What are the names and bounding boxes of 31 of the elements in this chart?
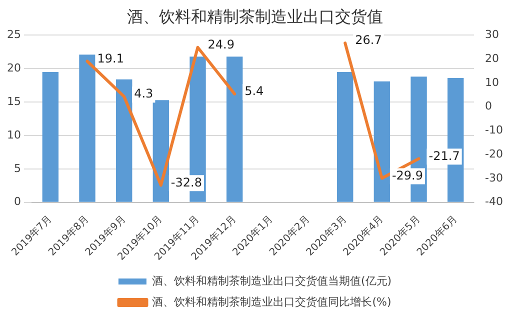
y2-tick-label: -20 bbox=[485, 147, 503, 160]
data-label: 5.4 bbox=[244, 84, 264, 98]
bar bbox=[79, 54, 96, 202]
y2-tick-label: 10 bbox=[485, 76, 500, 89]
y-tick-label: 10 bbox=[6, 128, 21, 142]
y2-tick-label: 0 bbox=[485, 100, 492, 113]
y-tick-label: 15 bbox=[6, 94, 21, 108]
data-label: 4.3 bbox=[134, 86, 154, 101]
bar bbox=[337, 72, 354, 202]
bar bbox=[42, 72, 59, 202]
legend-label: 酒、饮料和精制茶制造业出口交货值当期值(亿元) bbox=[152, 274, 392, 288]
chart-title: 酒、饮料和精制茶制造业出口交货值 bbox=[127, 6, 383, 26]
y-tick-label: 5 bbox=[14, 162, 21, 175]
data-label: 24.9 bbox=[208, 38, 234, 52]
bar bbox=[116, 79, 132, 202]
data-label: -21.7 bbox=[428, 148, 460, 163]
bar bbox=[226, 56, 243, 202]
y-tick-label: 20 bbox=[6, 61, 21, 74]
data-label: 19.1 bbox=[97, 51, 124, 66]
y-tick-label: 25 bbox=[6, 28, 21, 42]
data-label: 26.7 bbox=[355, 33, 382, 48]
data-label: -29.9 bbox=[392, 168, 424, 182]
y-tick-label: 0 bbox=[14, 195, 21, 208]
bar bbox=[374, 81, 390, 202]
y2-tick-label: 20 bbox=[485, 52, 500, 65]
legend-label: 酒、饮料和精制茶制造业出口交货值同比增长(%) bbox=[152, 295, 392, 308]
y2-tick-label: -30 bbox=[485, 171, 503, 184]
y2-tick-label: -40 bbox=[485, 195, 503, 208]
y2-tick-label: 30 bbox=[485, 28, 500, 42]
y2-tick-label: -10 bbox=[485, 124, 503, 137]
data-label: -32.8 bbox=[170, 175, 202, 190]
